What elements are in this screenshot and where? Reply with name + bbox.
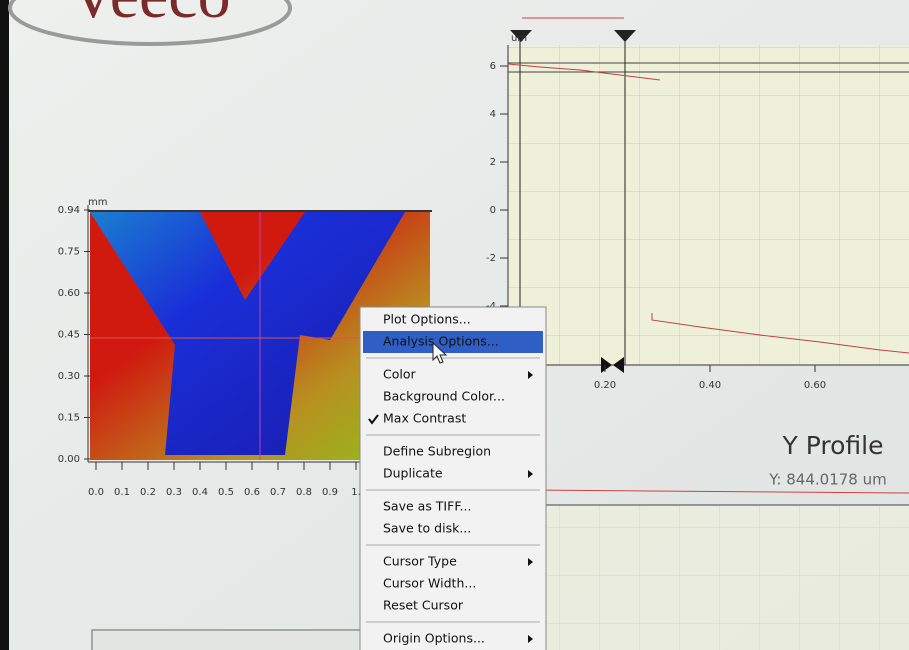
context-menu: Plot Options... Analysis Options... Color B… [360, 307, 546, 650]
y-tick-label: 0.75 [58, 247, 80, 258]
menu-item[interactable]: Save as TIFF... [383, 499, 471, 514]
y-tick-label: 0.15 [58, 413, 80, 424]
profile-title: Y Profile [782, 431, 884, 460]
profile-plot [508, 18, 909, 650]
panel [92, 630, 362, 650]
x-tick-label: 0.8 [296, 487, 312, 498]
y-tick-label: 0.45 [58, 330, 80, 341]
x-tick-label: 0.0 [88, 487, 104, 498]
plot-area [508, 505, 909, 650]
y-tick-label: 4 [490, 109, 496, 120]
menu-item[interactable]: Color [383, 367, 416, 382]
x-tick-label: 0.5 [218, 487, 234, 498]
unit-label: mm [88, 197, 107, 208]
y-tick-label: 0.00 [58, 454, 80, 465]
menu-item[interactable]: Origin Options... [383, 631, 485, 646]
x-tick-label: 0.7 [270, 487, 286, 498]
bezel [0, 0, 9, 650]
menu-item[interactable]: Cursor Type [383, 554, 457, 569]
unit-label: um [511, 33, 527, 44]
menu-item[interactable]: Plot Options... [383, 312, 471, 327]
y-tick-label: 0.60 [58, 288, 80, 299]
menu-item[interactable]: Duplicate [383, 466, 443, 481]
menu-item[interactable]: Save to disk... [383, 521, 471, 536]
menu-item[interactable]: Reset Cursor [383, 598, 464, 613]
y-tick-label: 0.30 [58, 371, 80, 382]
x-tick-label: 0.9 [322, 487, 338, 498]
x-tick-label: 0.40 [699, 380, 721, 391]
y-tick-label: 0.94 [58, 205, 80, 216]
y-tick-label: -2 [486, 253, 496, 264]
logo: Veeco [69, 0, 230, 32]
x-tick-label: 0.4 [192, 487, 208, 498]
y-tick-label: 0 [490, 205, 496, 216]
x-tick-label: 0.60 [804, 380, 826, 391]
y-tick-label: 2 [490, 157, 496, 168]
x-tick-label: 1. [351, 487, 361, 498]
menu-item[interactable]: Analysis Options... [383, 334, 499, 349]
x-tick-label: 0.6 [244, 487, 260, 498]
menu-item[interactable]: Background Color... [383, 389, 505, 404]
screen: Veeco mm 0.940.750.600.450.300.150.000.0… [0, 0, 909, 650]
plot-area [508, 45, 909, 365]
menu-item[interactable]: Cursor Width... [383, 576, 476, 591]
x-tick-label: 0.1 [114, 487, 130, 498]
x-tick-label: 0.3 [166, 487, 182, 498]
y-tick-label: 6 [490, 61, 496, 72]
menu-item[interactable]: Max Contrast [383, 411, 466, 426]
x-tick-label: 0.2 [140, 487, 156, 498]
menu-item[interactable]: Define Subregion [383, 444, 491, 459]
profile-readout: Y: 844.0178 um [768, 471, 886, 489]
x-tick-label: 0.20 [594, 380, 616, 391]
